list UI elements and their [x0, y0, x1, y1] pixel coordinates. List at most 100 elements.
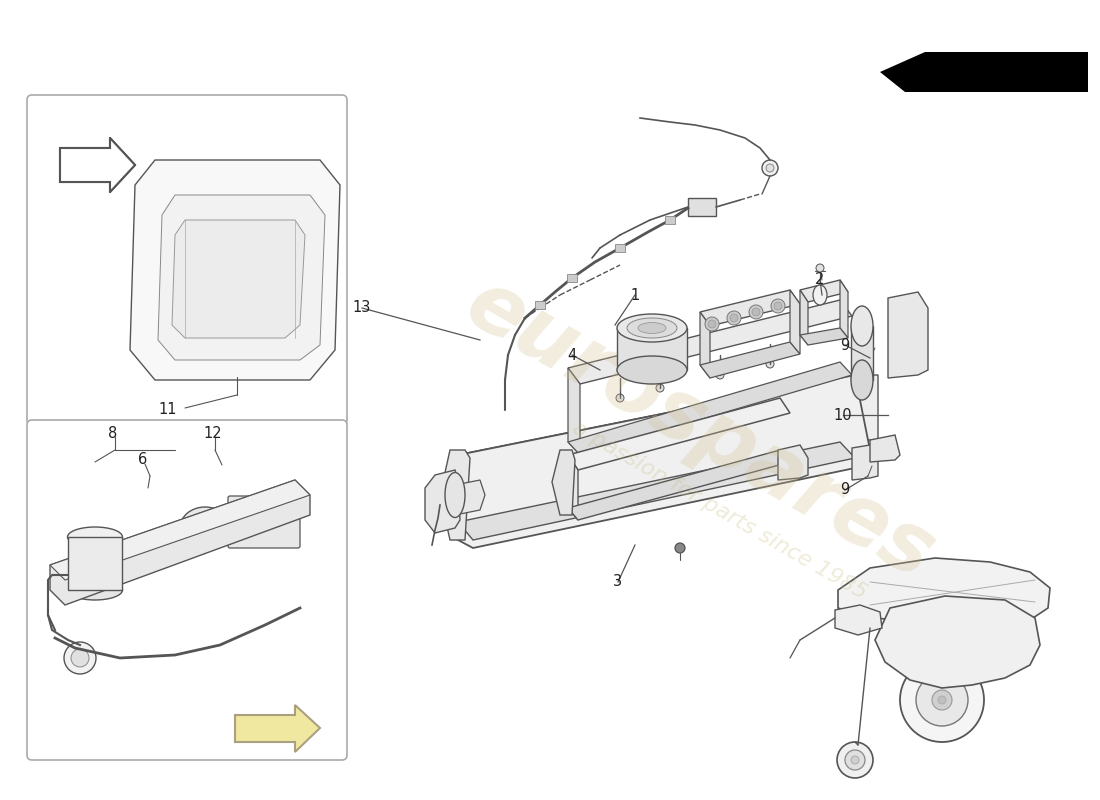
Ellipse shape — [813, 285, 827, 305]
Polygon shape — [851, 326, 873, 380]
Polygon shape — [840, 280, 848, 338]
Circle shape — [774, 302, 782, 310]
Polygon shape — [778, 445, 808, 480]
Circle shape — [845, 750, 865, 770]
Ellipse shape — [197, 521, 213, 535]
Text: 2: 2 — [815, 273, 825, 287]
Text: 13: 13 — [353, 301, 371, 315]
Ellipse shape — [617, 356, 688, 384]
Circle shape — [275, 503, 285, 513]
Circle shape — [656, 384, 664, 392]
Circle shape — [837, 742, 873, 778]
Circle shape — [233, 503, 243, 513]
Circle shape — [771, 299, 785, 313]
Bar — [220, 349, 238, 361]
Polygon shape — [888, 292, 928, 378]
Circle shape — [1004, 592, 1016, 604]
Circle shape — [434, 499, 446, 511]
Circle shape — [851, 756, 859, 764]
Polygon shape — [458, 375, 870, 475]
Circle shape — [248, 503, 257, 513]
Bar — [535, 301, 544, 309]
Text: 9: 9 — [840, 482, 849, 498]
Polygon shape — [700, 312, 710, 378]
Bar — [615, 244, 625, 252]
Polygon shape — [700, 290, 800, 326]
Polygon shape — [50, 480, 310, 605]
Ellipse shape — [638, 322, 666, 334]
Polygon shape — [700, 342, 800, 378]
Circle shape — [752, 308, 760, 316]
Circle shape — [716, 371, 724, 379]
Polygon shape — [800, 328, 848, 345]
Circle shape — [892, 589, 898, 595]
FancyBboxPatch shape — [28, 95, 346, 425]
Circle shape — [675, 543, 685, 553]
Text: 8: 8 — [109, 426, 118, 441]
Text: 6: 6 — [139, 453, 147, 467]
Polygon shape — [130, 160, 340, 380]
Ellipse shape — [446, 473, 465, 518]
Ellipse shape — [617, 314, 688, 342]
Circle shape — [616, 394, 624, 402]
Bar — [214, 345, 260, 377]
Text: a passion for parts since 1985: a passion for parts since 1985 — [570, 418, 871, 602]
Polygon shape — [458, 442, 855, 540]
Polygon shape — [458, 455, 473, 540]
Circle shape — [766, 360, 774, 368]
Text: 11: 11 — [158, 402, 177, 418]
Polygon shape — [835, 605, 882, 635]
Polygon shape — [840, 375, 878, 440]
Text: 4: 4 — [568, 347, 576, 362]
Polygon shape — [425, 470, 460, 533]
FancyBboxPatch shape — [28, 420, 346, 760]
Polygon shape — [50, 480, 310, 580]
Polygon shape — [172, 220, 305, 338]
Polygon shape — [568, 368, 580, 455]
Ellipse shape — [180, 507, 230, 549]
Text: 12: 12 — [204, 426, 222, 441]
Ellipse shape — [851, 306, 873, 346]
Bar — [242, 349, 257, 361]
Polygon shape — [455, 480, 485, 515]
Polygon shape — [440, 450, 470, 540]
Polygon shape — [880, 52, 1088, 92]
Polygon shape — [800, 280, 848, 302]
Polygon shape — [60, 138, 135, 192]
Circle shape — [762, 160, 778, 176]
Circle shape — [900, 658, 984, 742]
Ellipse shape — [67, 527, 122, 547]
Polygon shape — [800, 290, 808, 345]
Ellipse shape — [67, 580, 122, 600]
Circle shape — [128, 563, 142, 577]
Polygon shape — [874, 596, 1040, 688]
Polygon shape — [568, 300, 852, 384]
Circle shape — [964, 569, 976, 581]
Bar — [566, 274, 578, 282]
Circle shape — [967, 572, 974, 578]
Ellipse shape — [189, 514, 221, 542]
Circle shape — [148, 556, 162, 570]
Circle shape — [788, 458, 798, 468]
Circle shape — [64, 642, 96, 674]
Circle shape — [705, 317, 719, 331]
Text: 10: 10 — [834, 407, 852, 422]
Circle shape — [261, 503, 271, 513]
Circle shape — [902, 312, 914, 324]
Text: eurospares: eurospares — [452, 263, 948, 597]
Polygon shape — [838, 558, 1050, 625]
Circle shape — [938, 696, 946, 704]
Circle shape — [708, 320, 716, 328]
Circle shape — [916, 674, 968, 726]
Circle shape — [902, 352, 914, 364]
Circle shape — [867, 595, 873, 601]
Text: 1: 1 — [630, 287, 639, 302]
Polygon shape — [568, 450, 790, 520]
Polygon shape — [568, 362, 852, 455]
Polygon shape — [68, 537, 122, 590]
Polygon shape — [552, 450, 575, 515]
Polygon shape — [852, 445, 878, 480]
Text: 3: 3 — [614, 574, 623, 590]
FancyBboxPatch shape — [228, 496, 300, 548]
Polygon shape — [790, 290, 800, 354]
